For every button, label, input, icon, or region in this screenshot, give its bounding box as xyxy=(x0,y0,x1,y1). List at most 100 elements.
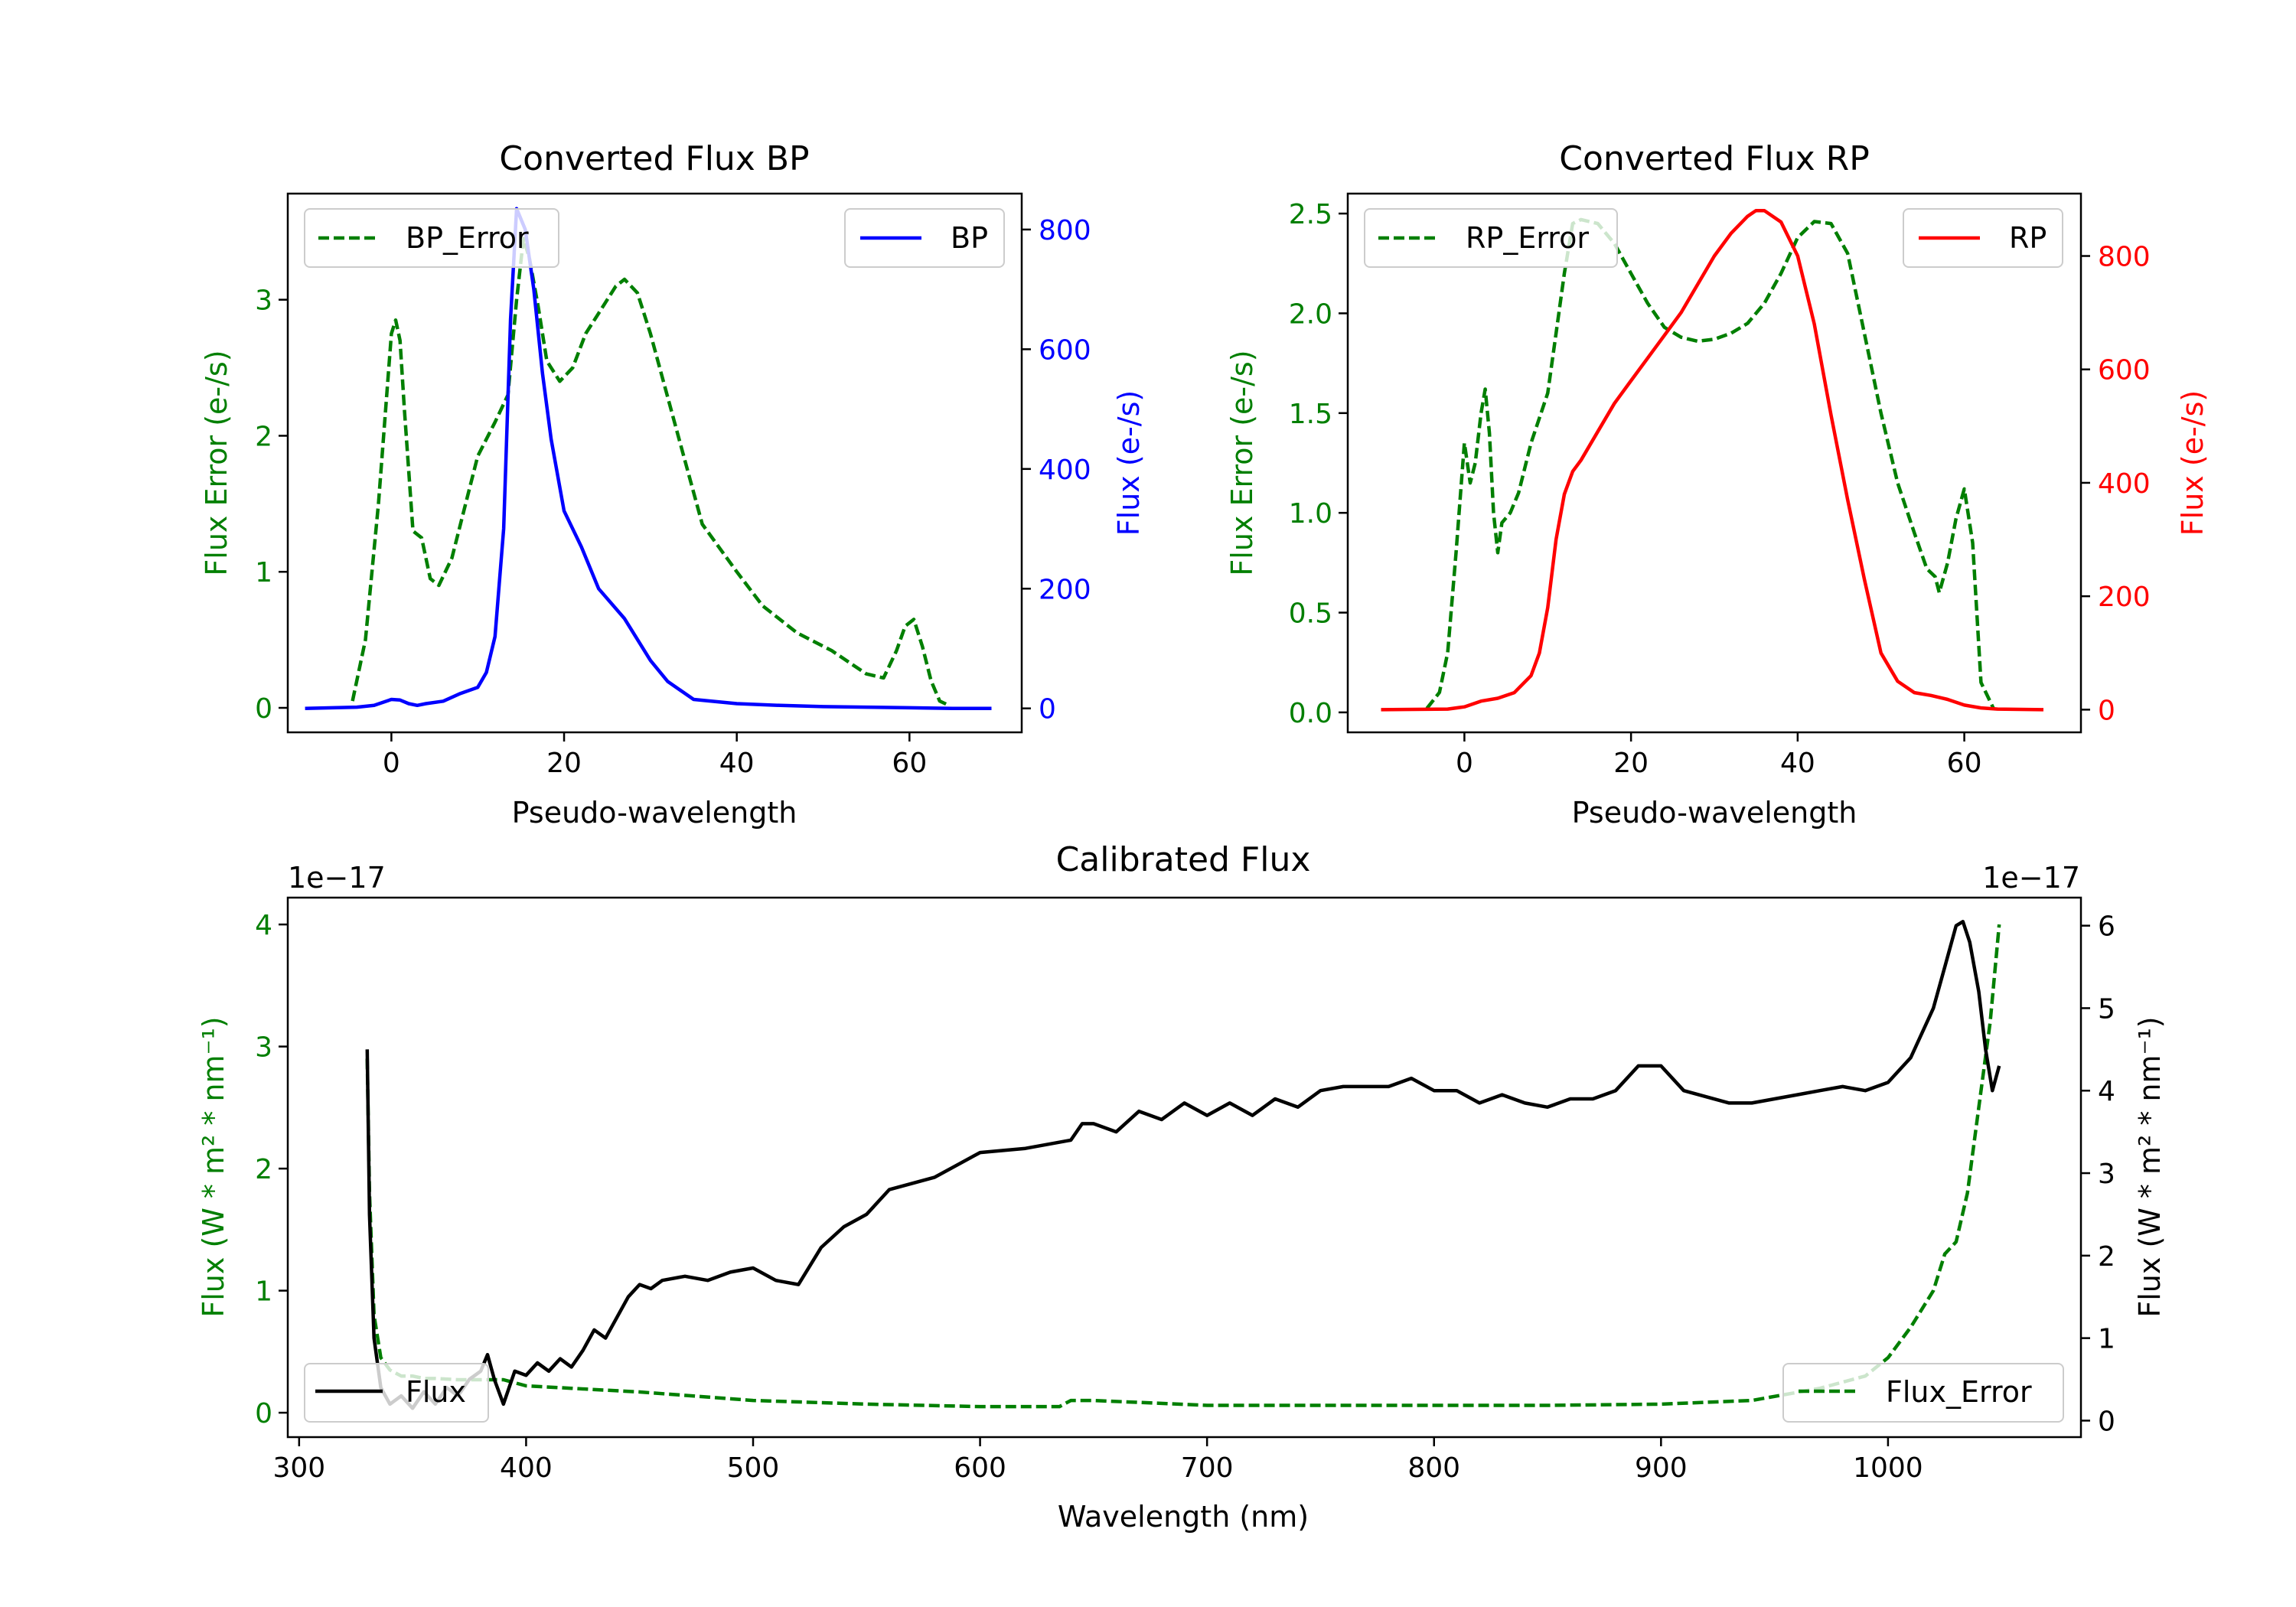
right-tick-label: 5 xyxy=(2098,993,2115,1025)
x-axis-ticks: 0 20 40 60 xyxy=(383,732,927,779)
x-axis-label: Pseudo-wavelength xyxy=(1572,796,1857,830)
axes-frame xyxy=(286,896,2082,1439)
x-tick-label: 20 xyxy=(1613,748,1649,779)
right-tick-label: 0 xyxy=(1039,694,1056,725)
x-tick-label: 400 xyxy=(500,1452,553,1484)
left-tick-label: 2.5 xyxy=(1289,199,1332,230)
legend-box xyxy=(1364,208,1618,268)
right-tick-label: 1 xyxy=(2098,1324,2115,1355)
right-axis-label: Flux (W * m² * nm⁻¹) xyxy=(2133,1016,2167,1317)
right-tick-label: 800 xyxy=(2098,242,2151,273)
x-axis-label: Pseudo-wavelength xyxy=(512,796,797,830)
axes-frame xyxy=(286,192,1023,734)
right-tick-label: 400 xyxy=(2098,468,2151,500)
series-line-rp-error xyxy=(1425,217,1995,710)
left-tick-label: 3 xyxy=(255,1032,272,1064)
legend-label-flux: Flux xyxy=(406,1375,466,1409)
x-axis-ticks: 0 20 40 60 xyxy=(1456,732,1982,779)
right-axis-ticks: 0 200 400 600 800 xyxy=(2081,242,2151,726)
right-tick-label: 600 xyxy=(1039,334,1091,366)
x-tick-label: 800 xyxy=(1407,1452,1460,1484)
left-tick-label: 2 xyxy=(255,1154,272,1185)
series-line-flux xyxy=(365,920,2001,1410)
x-tick-label: 300 xyxy=(272,1452,325,1484)
right-axis-ticks: 0 1 2 3 4 5 6 xyxy=(2081,911,2115,1437)
left-tick-label: 2.0 xyxy=(1289,298,1332,330)
right-tick-label: 3 xyxy=(2098,1159,2115,1190)
legend-box xyxy=(1782,1363,2064,1423)
chart-title: Calibrated Flux xyxy=(1056,840,1311,879)
x-tick-label: 40 xyxy=(719,748,755,779)
chart-title: Converted Flux BP xyxy=(499,139,809,178)
legend-label-flux-error: Flux_Error xyxy=(1886,1375,2032,1409)
legend-left: RP_Error xyxy=(1364,208,1618,268)
left-axis-label: Flux Error (e-/s) xyxy=(1225,350,1259,575)
right-axis-label: Flux (e-/s) xyxy=(1112,390,1146,536)
plot-area xyxy=(1381,208,2044,712)
legend-right: RP xyxy=(1903,208,2063,268)
legend-label-bp-error: BP_Error xyxy=(406,221,529,255)
legend-right: BP xyxy=(844,208,1005,268)
left-axis-label: Flux Error (e-/s) xyxy=(200,350,233,575)
right-tick-label: 200 xyxy=(2098,582,2151,613)
series-line-rp xyxy=(1381,208,2044,712)
right-tick-label: 6 xyxy=(2098,911,2115,943)
right-tick-label: 0 xyxy=(2098,695,2115,726)
left-axis-ticks: 0 1 2 3 xyxy=(255,285,288,725)
x-tick-label: 20 xyxy=(546,748,582,779)
x-tick-label: 500 xyxy=(727,1452,780,1484)
left-tick-label: 3 xyxy=(255,285,272,317)
left-tick-label: 2 xyxy=(255,421,272,452)
legend-left: Flux xyxy=(304,1363,489,1423)
x-tick-label: 60 xyxy=(1947,748,1982,779)
legend-label-bp: BP xyxy=(951,221,988,255)
right-tick-label: 200 xyxy=(1039,574,1091,605)
x-tick-label: 60 xyxy=(892,748,927,779)
legend-left: BP_Error xyxy=(304,208,559,268)
panel-converted-flux-bp: Converted Flux BP 0 20 40 60 0 1 2 3 0 200 400 60… xyxy=(200,139,1146,830)
left-tick-label: 1.0 xyxy=(1289,498,1332,530)
legend-box xyxy=(1903,208,2063,268)
right-tick-label: 2 xyxy=(2098,1241,2115,1273)
x-tick-label: 700 xyxy=(1181,1452,1234,1484)
x-tick-label: 600 xyxy=(954,1452,1006,1484)
right-axis-label: Flux (e-/s) xyxy=(2176,390,2210,536)
left-tick-label: 4 xyxy=(255,910,272,941)
left-tick-label: 0 xyxy=(255,693,272,725)
x-tick-label: 0 xyxy=(1456,748,1473,779)
panel-converted-flux-rp: Converted Flux RP 0 20 40 60 0.0 0.5 1.0 1.5 2.… xyxy=(1225,139,2210,830)
panel-calibrated-flux: Calibrated Flux 1e−17 1e−17 300 400 500 600… xyxy=(197,840,2167,1534)
left-axis-ticks: 0 1 2 3 4 xyxy=(255,910,288,1429)
left-tick-label: 1 xyxy=(255,557,272,588)
right-axis-ticks: 0 200 400 600 800 xyxy=(1022,215,1091,725)
legend-box xyxy=(304,208,559,268)
legend-box xyxy=(844,208,1005,268)
right-tick-label: 400 xyxy=(1039,455,1091,486)
left-tick-label: 0.5 xyxy=(1289,598,1332,630)
legend-box xyxy=(304,1363,489,1423)
x-tick-label: 0 xyxy=(383,748,400,779)
legend-label-rp-error: RP_Error xyxy=(1466,221,1589,255)
left-tick-label: 1 xyxy=(255,1276,272,1308)
chart-title: Converted Flux RP xyxy=(1559,139,1870,178)
x-tick-label: 40 xyxy=(1780,748,1815,779)
x-tick-label: 1000 xyxy=(1853,1452,1923,1484)
x-axis-label: Wavelength (nm) xyxy=(1058,1500,1309,1534)
axes-frame xyxy=(1346,192,2082,734)
series-line-bp-error xyxy=(351,236,950,707)
left-axis-label: Flux (W * m² * nm⁻¹) xyxy=(197,1016,230,1317)
left-axis-offset: 1e−17 xyxy=(288,861,386,895)
right-tick-label: 600 xyxy=(2098,355,2151,386)
legend-right: Flux_Error xyxy=(1782,1363,2064,1423)
legend-label-rp: RP xyxy=(2009,221,2047,255)
x-tick-label: 900 xyxy=(1635,1452,1688,1484)
x-axis-ticks: 300 400 500 600 700 800 900 1000 xyxy=(272,1437,1923,1484)
left-tick-label: 0.0 xyxy=(1289,698,1332,729)
right-tick-label: 800 xyxy=(1039,215,1091,246)
right-tick-label: 0 xyxy=(2098,1406,2115,1437)
left-tick-label: 0 xyxy=(255,1398,272,1429)
left-axis-ticks: 0.0 0.5 1.0 1.5 2.0 2.5 xyxy=(1289,199,1348,729)
left-tick-label: 1.5 xyxy=(1289,399,1332,430)
right-tick-label: 4 xyxy=(2098,1076,2115,1107)
